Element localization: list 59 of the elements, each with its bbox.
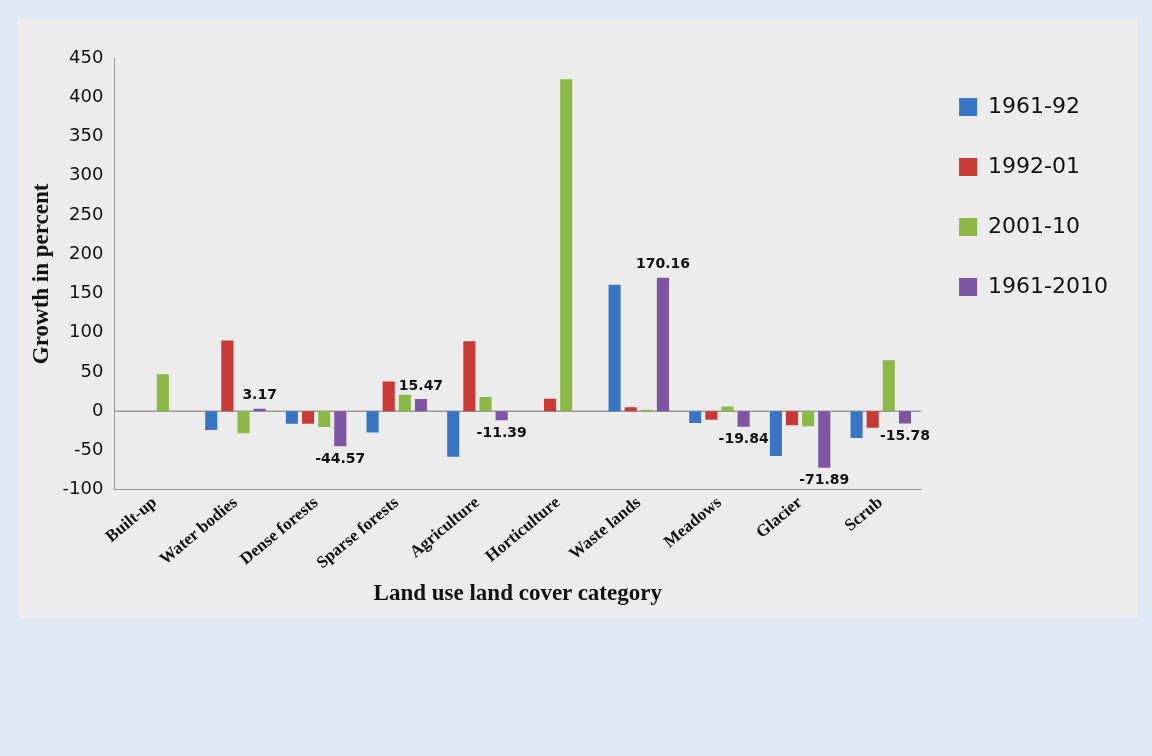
data-label: 170.16 bbox=[635, 255, 690, 272]
bar bbox=[237, 411, 250, 434]
y-tick-label: 450 bbox=[69, 45, 104, 67]
bar bbox=[495, 411, 508, 421]
legend-label: 1961-2010 bbox=[988, 272, 1109, 298]
y-tick-label: 50 bbox=[80, 359, 104, 381]
data-label: -44.57 bbox=[315, 449, 366, 466]
bar bbox=[221, 340, 234, 412]
bar bbox=[156, 374, 169, 412]
bar bbox=[705, 411, 718, 420]
y-tick-label: -100 bbox=[62, 477, 104, 499]
bar bbox=[447, 411, 460, 457]
data-label: 3.17 bbox=[242, 386, 277, 403]
x-axis-title: Land use land cover category bbox=[373, 580, 663, 606]
bar bbox=[479, 397, 492, 412]
legend-label: 1992-01 bbox=[988, 152, 1081, 178]
bar bbox=[624, 407, 637, 412]
bar bbox=[334, 411, 347, 447]
y-tick-label: 300 bbox=[69, 163, 104, 185]
bar bbox=[898, 411, 911, 424]
data-label: -11.39 bbox=[476, 423, 527, 440]
y-tick-label: 100 bbox=[69, 320, 104, 342]
bar bbox=[656, 277, 670, 412]
bar bbox=[737, 411, 750, 427]
bar bbox=[721, 406, 734, 412]
bar bbox=[382, 381, 395, 412]
y-tick-label: 200 bbox=[69, 241, 104, 263]
bar bbox=[205, 411, 218, 431]
y-tick-label: 250 bbox=[69, 202, 104, 224]
bar bbox=[850, 411, 863, 438]
data-label: -19.84 bbox=[718, 430, 769, 447]
y-tick-label: 0 bbox=[92, 398, 104, 420]
data-label: 15.47 bbox=[398, 376, 444, 393]
legend-label: 2001-10 bbox=[988, 212, 1081, 238]
y-tick-label: 350 bbox=[69, 124, 104, 146]
bar bbox=[285, 411, 298, 424]
y-tick-label: 150 bbox=[69, 281, 104, 303]
bar bbox=[318, 411, 331, 427]
data-label: -15.78 bbox=[879, 427, 930, 444]
bar bbox=[543, 398, 557, 412]
bar bbox=[366, 411, 379, 433]
y-tick-label: 400 bbox=[69, 84, 104, 106]
bar bbox=[560, 79, 573, 412]
bar bbox=[818, 411, 831, 468]
bar bbox=[398, 394, 411, 412]
y-axis-title: Growth in percent bbox=[27, 183, 53, 365]
bar bbox=[866, 411, 879, 428]
bar bbox=[463, 341, 476, 412]
bar bbox=[785, 411, 799, 426]
y-tick-label: -50 bbox=[74, 438, 104, 460]
bar bbox=[689, 411, 702, 423]
data-label: -71.89 bbox=[799, 471, 850, 488]
bar bbox=[769, 411, 782, 456]
bar bbox=[608, 284, 621, 412]
legend-label: 1961-92 bbox=[988, 92, 1081, 118]
bar bbox=[802, 411, 815, 427]
bar bbox=[301, 411, 315, 424]
bar bbox=[414, 399, 428, 412]
bar bbox=[882, 360, 895, 412]
